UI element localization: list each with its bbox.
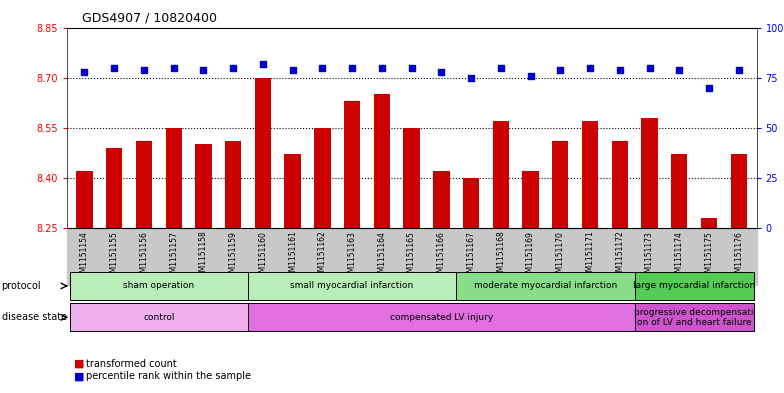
Text: percentile rank within the sample: percentile rank within the sample — [86, 371, 251, 382]
Point — [673, 66, 685, 73]
Point — [376, 64, 388, 71]
Point — [732, 66, 745, 73]
Bar — [344, 101, 361, 228]
Bar — [612, 141, 628, 228]
Point — [286, 66, 299, 73]
Bar — [248, 303, 634, 332]
Bar — [463, 178, 479, 228]
Point — [495, 64, 507, 71]
Text: progressive decompensati
on of LV and heart failure: progressive decompensati on of LV and he… — [634, 308, 754, 327]
Bar — [492, 121, 509, 228]
Bar — [552, 141, 568, 228]
Point — [316, 64, 328, 71]
Point — [465, 74, 477, 81]
Bar — [701, 218, 717, 228]
Bar — [255, 78, 271, 228]
Bar — [433, 171, 449, 228]
Point — [227, 64, 239, 71]
Bar — [70, 272, 248, 300]
Text: GDS4907 / 10820400: GDS4907 / 10820400 — [82, 12, 217, 25]
Point — [702, 84, 715, 91]
Text: compensated LV injury: compensated LV injury — [390, 313, 493, 322]
Bar — [634, 272, 753, 300]
Text: disease state: disease state — [2, 312, 67, 322]
Point — [524, 72, 537, 79]
Bar — [106, 148, 122, 228]
Bar — [641, 118, 658, 228]
Text: protocol: protocol — [2, 281, 42, 291]
Bar — [225, 141, 241, 228]
Text: control: control — [143, 313, 175, 322]
Bar — [404, 128, 419, 228]
Point — [108, 64, 121, 71]
Bar — [70, 303, 248, 332]
Text: small myocardial infarction: small myocardial infarction — [291, 281, 414, 290]
Bar — [374, 94, 390, 228]
Point — [78, 68, 91, 75]
Point — [138, 66, 151, 73]
Point — [554, 66, 567, 73]
Point — [197, 66, 209, 73]
Bar — [285, 154, 301, 228]
Point — [168, 64, 180, 71]
Bar — [136, 141, 152, 228]
Point — [643, 64, 655, 71]
Bar — [195, 144, 212, 228]
Point — [405, 64, 418, 71]
Bar — [731, 154, 747, 228]
Point — [435, 68, 448, 75]
Bar — [165, 128, 182, 228]
Point — [614, 66, 626, 73]
Bar — [314, 128, 331, 228]
Text: transformed count: transformed count — [86, 358, 177, 369]
Text: moderate myocardial infarction: moderate myocardial infarction — [474, 281, 617, 290]
Bar — [634, 303, 753, 332]
Text: large myocardial infarction: large myocardial infarction — [633, 281, 755, 290]
Bar — [456, 272, 634, 300]
Bar — [671, 154, 688, 228]
Bar — [582, 121, 598, 228]
Bar — [76, 171, 93, 228]
Point — [256, 61, 269, 67]
Bar — [248, 272, 456, 300]
Point — [584, 64, 597, 71]
Text: sham operation: sham operation — [123, 281, 194, 290]
Text: ■: ■ — [74, 358, 85, 369]
Text: ■: ■ — [74, 371, 85, 382]
Bar — [522, 171, 539, 228]
Point — [346, 64, 358, 71]
